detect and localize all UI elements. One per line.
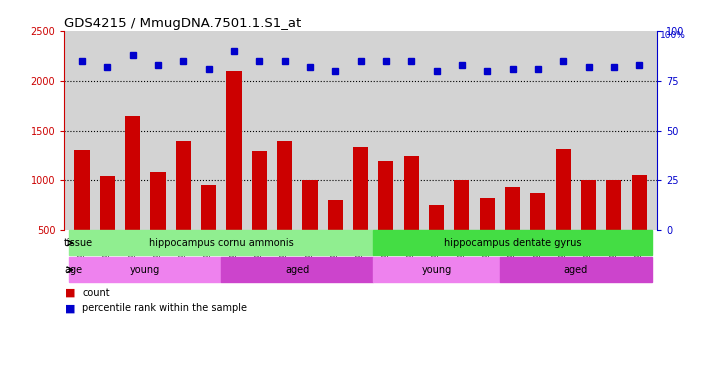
Bar xyxy=(69,257,221,282)
Bar xyxy=(606,180,621,280)
Text: young: young xyxy=(130,265,161,275)
Bar xyxy=(100,177,115,280)
Bar xyxy=(500,257,652,282)
Bar xyxy=(226,71,241,280)
Bar xyxy=(353,147,368,280)
Bar xyxy=(378,161,393,280)
Bar xyxy=(125,116,140,280)
Text: young: young xyxy=(421,265,452,275)
Text: ■: ■ xyxy=(65,303,76,313)
Bar xyxy=(74,149,89,280)
Text: aged: aged xyxy=(564,265,588,275)
Bar xyxy=(480,198,495,280)
Text: GDS4215 / MmugDNA.7501.1.S1_at: GDS4215 / MmugDNA.7501.1.S1_at xyxy=(64,17,301,30)
Bar xyxy=(531,193,545,280)
Bar xyxy=(176,141,191,280)
Bar xyxy=(505,187,520,280)
Bar xyxy=(151,172,166,280)
Bar xyxy=(69,230,373,255)
Text: count: count xyxy=(82,288,110,298)
Bar xyxy=(373,230,652,255)
Bar xyxy=(277,141,292,280)
Text: percentile rank within the sample: percentile rank within the sample xyxy=(82,303,247,313)
Text: age: age xyxy=(64,265,82,275)
Bar xyxy=(251,151,267,280)
Bar xyxy=(221,257,373,282)
Bar xyxy=(581,180,596,280)
Bar xyxy=(454,180,470,280)
Bar xyxy=(373,257,500,282)
Bar xyxy=(632,175,647,280)
Text: tissue: tissue xyxy=(64,238,94,248)
Text: ■: ■ xyxy=(65,288,76,298)
Text: aged: aged xyxy=(285,265,309,275)
Bar xyxy=(201,185,216,280)
Bar xyxy=(555,149,570,280)
Text: hippocampus dentate gyrus: hippocampus dentate gyrus xyxy=(444,238,581,248)
Bar xyxy=(403,156,419,280)
Bar xyxy=(302,180,318,280)
Text: hippocampus cornu ammonis: hippocampus cornu ammonis xyxy=(149,238,293,248)
Bar xyxy=(328,200,343,280)
Text: 100%: 100% xyxy=(660,31,685,40)
Bar xyxy=(429,205,444,280)
